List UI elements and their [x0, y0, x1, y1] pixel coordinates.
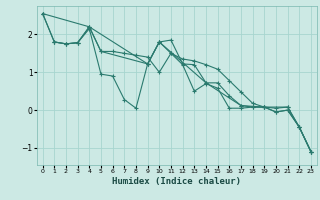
X-axis label: Humidex (Indice chaleur): Humidex (Indice chaleur)	[112, 177, 241, 186]
